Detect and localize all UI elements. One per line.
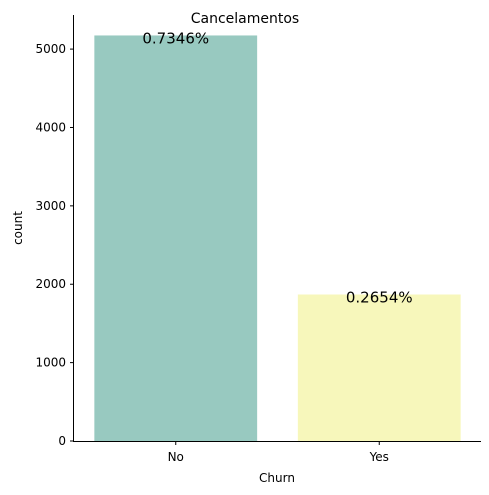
chart-title: Cancelamentos	[191, 11, 299, 27]
y-tick-label-2000: 2000	[35, 277, 66, 291]
x-tick-label-no: No	[168, 450, 184, 464]
x-tick-label-yes: Yes	[369, 450, 389, 464]
data-label-no: 0.7346%	[142, 29, 209, 47]
data-label-yes: 0.2654%	[346, 289, 413, 307]
y-tick-label-4000: 4000	[35, 120, 66, 134]
y-tick-label-1000: 1000	[35, 356, 66, 370]
y-tick-label-5000: 5000	[35, 42, 66, 56]
y-axis-label: count	[11, 211, 25, 245]
y-ticks-group: 0 1000 2000 3000 4000 5000	[35, 42, 74, 448]
y-tick-label-0: 0	[58, 434, 66, 448]
x-ticks-group: No Yes	[168, 441, 389, 464]
bars-group	[94, 35, 461, 442]
x-axis-label: Churn	[259, 471, 295, 485]
bar-no	[94, 35, 258, 442]
y-tick-label-3000: 3000	[35, 199, 66, 213]
data-labels-group: 0.7346% 0.2654%	[142, 29, 412, 306]
bar-yes	[297, 294, 461, 441]
